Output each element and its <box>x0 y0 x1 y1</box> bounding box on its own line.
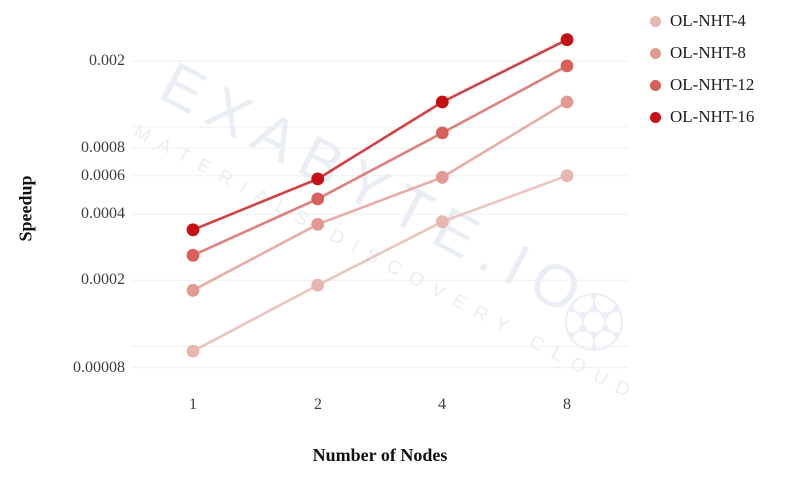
y-tick-label: 0.0004 <box>81 205 125 222</box>
y-tick-label: 0.0006 <box>81 167 125 184</box>
data-point-OL-NHT-4-x2 <box>311 278 325 292</box>
legend: OL-NHT-4 OL-NHT-8 OL-NHT-12 OL-NHT-16 <box>650 10 754 138</box>
x-tick-label: 1 <box>189 396 197 413</box>
series-line-OL-NHT-4 <box>192 174 568 353</box>
data-point-OL-NHT-16-x1 <box>186 223 200 237</box>
data-point-OL-NHT-8-x2 <box>311 217 325 231</box>
data-point-OL-NHT-12-x1 <box>186 248 200 262</box>
data-point-OL-NHT-12-x4 <box>435 126 449 140</box>
x-tick-label: 8 <box>563 396 571 413</box>
data-point-OL-NHT-16-x8 <box>560 33 574 47</box>
data-point-OL-NHT-8-x8 <box>560 95 574 109</box>
y-axis-title: Speedup <box>15 175 36 242</box>
legend-label: OL-NHT-12 <box>670 75 755 94</box>
legend-label: OL-NHT-4 <box>670 11 746 30</box>
fullerene-watermark-icon <box>565 293 623 351</box>
legend-item-OL-NHT-4[interactable]: OL-NHT-4 <box>650 10 754 32</box>
legend-item-OL-NHT-12[interactable]: OL-NHT-12 <box>650 74 754 96</box>
legend-marker-icon <box>650 47 661 59</box>
series-line-OL-NHT-12 <box>192 64 568 257</box>
data-point-OL-NHT-4-x8 <box>560 169 574 183</box>
data-point-OL-NHT-16-x4 <box>435 95 449 109</box>
data-point-OL-NHT-8-x4 <box>435 170 449 184</box>
x-axis-title: Number of Nodes <box>312 445 448 465</box>
data-point-OL-NHT-16-x2 <box>311 172 325 186</box>
data-point-OL-NHT-12-x8 <box>560 59 574 73</box>
legend-label: OL-NHT-8 <box>670 43 746 62</box>
legend-marker-icon <box>650 111 661 123</box>
series-line-OL-NHT-16 <box>192 38 568 232</box>
data-point-OL-NHT-8-x1 <box>186 283 200 297</box>
legend-item-OL-NHT-8[interactable]: OL-NHT-8 <box>650 42 754 64</box>
legend-marker-icon <box>650 79 661 91</box>
y-tick-label: 0.00008 <box>73 359 125 376</box>
y-tick-label: 0.0002 <box>81 271 125 288</box>
series-line-OL-NHT-8 <box>192 100 568 292</box>
y-tick-label: 0.002 <box>89 52 125 69</box>
y-tick-label: 0.0008 <box>81 139 125 156</box>
data-point-OL-NHT-12-x2 <box>311 192 325 206</box>
legend-marker-icon <box>650 15 661 27</box>
legend-item-OL-NHT-16[interactable]: OL-NHT-16 <box>650 106 754 128</box>
x-tick-label: 2 <box>314 396 322 413</box>
data-point-OL-NHT-4-x4 <box>435 215 449 229</box>
x-tick-label: 4 <box>438 396 446 413</box>
data-point-OL-NHT-4-x1 <box>186 344 200 358</box>
legend-label: OL-NHT-16 <box>670 107 755 126</box>
